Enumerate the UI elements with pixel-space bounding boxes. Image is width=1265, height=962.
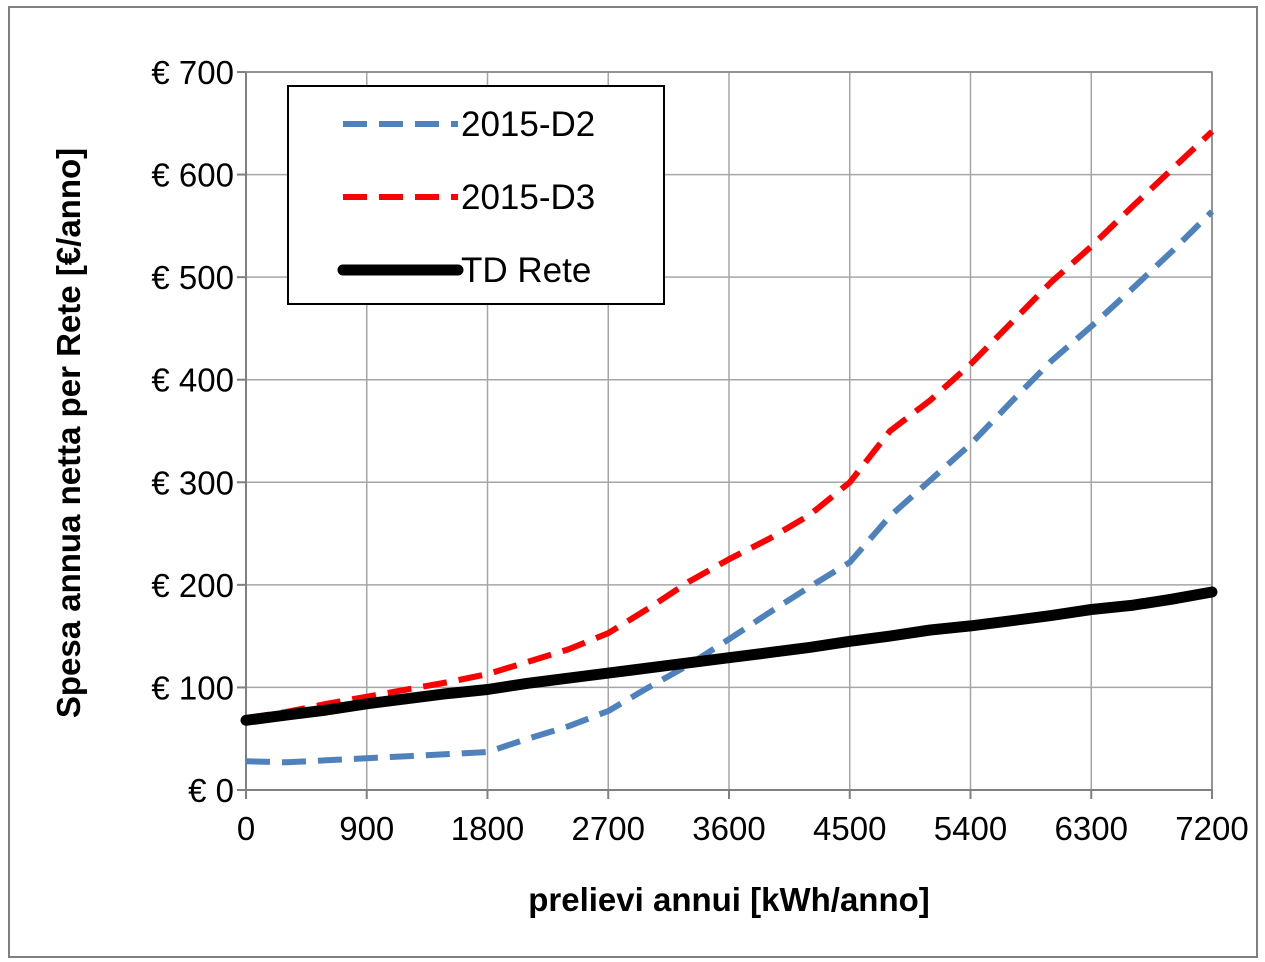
y-axis-ticks: € 0 € 100 € 200 € 300 € 400 € 500 € 600 € 700 <box>151 54 234 809</box>
x-tick-label: 6300 <box>1055 810 1128 847</box>
y-tick-label: € 300 <box>151 464 234 501</box>
y-tick-label: € 500 <box>151 259 234 296</box>
y-tick-label: € 100 <box>151 669 234 706</box>
legend-label: TD Rete <box>461 251 591 290</box>
y-axis-title: Spesa annua netta per Rete [€/anno] <box>50 148 87 718</box>
y-tick-label: € 200 <box>151 567 234 604</box>
line-chart: € 0 € 100 € 200 € 300 € 400 € 500 € 600 € 700 0… <box>50 54 1249 918</box>
y-tick-label: € 700 <box>151 54 234 91</box>
x-tick-label: 2700 <box>572 810 645 847</box>
x-tick-label: 5400 <box>934 810 1007 847</box>
y-tick-label: € 400 <box>151 362 234 399</box>
x-tick-label: 1800 <box>451 810 524 847</box>
x-tick-label: 4500 <box>813 810 886 847</box>
y-tick-label: € 0 <box>188 772 234 809</box>
series-line-td-rete <box>240 586 1218 726</box>
legend: 2015-D2 2015-D3 TD Rete <box>287 85 665 305</box>
x-tick-label: 900 <box>339 810 394 847</box>
series-line-2015-d3 <box>245 129 1215 722</box>
series-line-2015-d2 <box>245 209 1215 766</box>
legend-label: 2015-D2 <box>461 105 595 144</box>
x-tick-label: 7200 <box>1175 810 1248 847</box>
x-tick-label: 3600 <box>692 810 765 847</box>
y-tick-label: € 600 <box>151 157 234 194</box>
legend-label: 2015-D3 <box>461 178 595 217</box>
x-axis-title: prelievi annui [kWh/anno] <box>528 881 930 918</box>
x-axis-ticks: 0 900 1800 2700 3600 4500 5400 6300 7200 <box>237 810 1249 847</box>
x-tick-label: 0 <box>237 810 255 847</box>
series-lines <box>240 129 1218 766</box>
axes <box>237 71 1213 799</box>
chart-frame: € 0 € 100 € 200 € 300 € 400 € 500 € 600 € 700 0… <box>8 6 1258 958</box>
